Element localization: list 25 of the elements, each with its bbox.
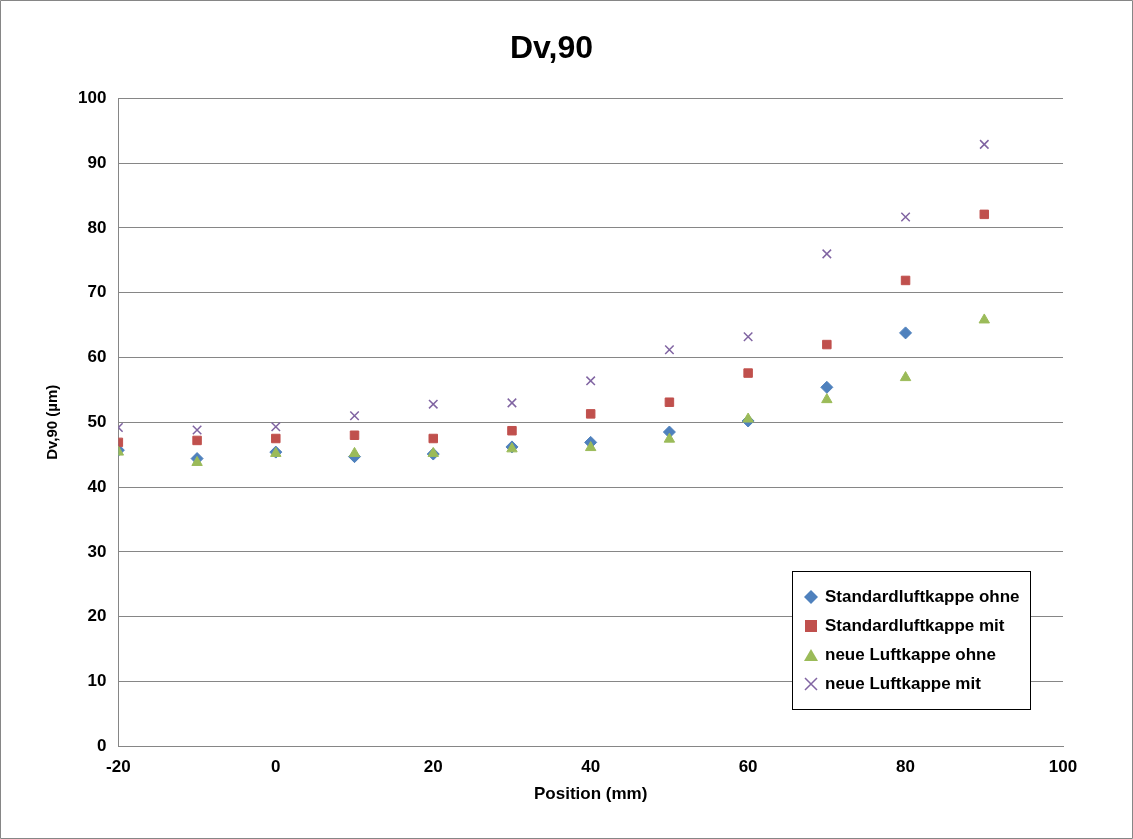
x-tick-label: 60 — [738, 757, 758, 777]
y-tick-label: 50 — [87, 411, 107, 431]
x-tick-label: 80 — [896, 757, 916, 777]
y-tick-label: 30 — [87, 541, 107, 561]
x-tick-label: 100 — [1048, 757, 1078, 777]
x-axis-title: Position (mm) — [534, 784, 648, 804]
x-tick-label: -20 — [106, 757, 131, 777]
x-tick-label: 40 — [581, 757, 601, 777]
y-tick-label: 40 — [87, 476, 107, 496]
y-tick-label: 0 — [96, 735, 107, 755]
x-tick-label: 20 — [423, 757, 443, 777]
y-tick-label: 90 — [87, 152, 107, 172]
legend-label: neue Luftkappe ohne — [825, 645, 996, 666]
y-tick-label: 100 — [77, 88, 107, 108]
legend-label: neue Luftkappe mit — [825, 674, 981, 695]
y-tick-label: 20 — [87, 606, 107, 626]
legend-label: Standardluftkappe ohne — [825, 587, 1020, 608]
x-tick-label: 0 — [271, 757, 281, 777]
chart-title: Dv,90 — [509, 29, 594, 66]
y-tick-label: 80 — [87, 217, 107, 237]
legend-label: Standardluftkappe mit — [825, 616, 1005, 637]
y-tick-label: 70 — [87, 282, 107, 302]
y-axis-title: Dv,90 (µm) — [43, 384, 61, 460]
y-tick-label: 10 — [87, 671, 107, 691]
y-tick-label: 60 — [87, 347, 107, 367]
